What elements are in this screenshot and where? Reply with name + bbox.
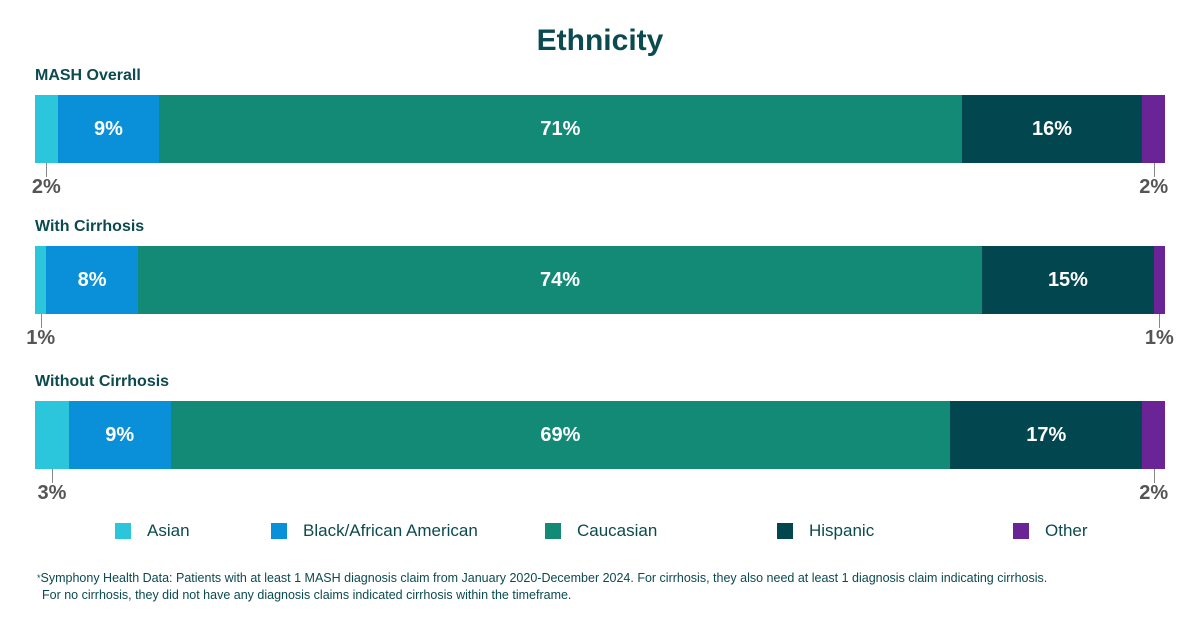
footnote-marker: * [37,573,41,583]
callout-leader [46,163,48,177]
footnote-line-2: For no cirrhosis, they did not have any … [42,588,572,602]
bar-segment-black-african-american-with-cirrhosis: 8% [46,246,138,314]
data-label: 9% [105,423,135,446]
bar-segment-caucasian-mash-overall: 71% [159,95,962,163]
callout-leader [51,469,53,483]
chart-title: Ethnicity [536,24,664,57]
bar-segment-black-african-american-mash-overall: 9% [57,95,160,163]
row-label-with-cirrhosis: With Cirrhosis [35,218,145,235]
stacked-bar-without-cirrhosis: 9% 69% 17% [35,401,1165,469]
row-label-without-cirrhosis: Without Cirrhosis [35,373,170,390]
data-label-callout-other: 2% [1139,482,1169,504]
bar-segment-other-mash-overall [1142,95,1165,163]
legend-swatch [777,523,793,539]
legend-label: Hispanic [809,521,875,540]
data-label: 71% [540,117,581,140]
callout-leader [1153,163,1155,177]
legend-label: Asian [147,521,190,540]
data-label-callout-other: 1% [1144,327,1174,349]
legend-item-hispanic: Hispanic [777,521,874,541]
data-label-callout-asian: 2% [31,176,61,198]
bar-segment-asian-mash-overall [35,95,58,163]
bar-segment-other-with-cirrhosis [1153,246,1165,314]
callout-leader [1159,314,1161,328]
legend-swatch [115,523,131,539]
stacked-bar-mash-overall: 9% 71% 16% [35,95,1165,163]
legend-label: Caucasian [577,521,658,540]
bar-segment-asian-without-cirrhosis [35,401,69,469]
legend-item-asian: Asian [115,521,190,541]
data-label: 69% [540,423,581,446]
legend-label: Black/African American [303,521,478,540]
callout-leader [1153,469,1155,483]
data-label: 74% [540,268,581,291]
legend-swatch [1013,523,1029,539]
data-label-callout-asian: 3% [37,482,67,504]
data-label: 9% [93,117,123,140]
data-label: 15% [1047,268,1088,291]
data-label: 17% [1026,423,1067,446]
row-label-mash-overall: MASH Overall [35,67,141,84]
legend: Asian Black/African American Caucasian Hisp… [0,521,1200,545]
footnote: *Symphony Health Data: Patients with at … [37,570,1167,604]
bar-segment-hispanic-without-cirrhosis: 17% [950,401,1143,469]
bar-segment-black-african-american-without-cirrhosis: 9% [68,401,171,469]
data-label: 8% [77,268,107,291]
legend-swatch [271,523,287,539]
bar-segment-caucasian-with-cirrhosis: 74% [137,246,983,314]
legend-item-black-african-american: Black/African American [271,521,478,541]
legend-item-other: Other [1013,521,1088,541]
bar-segment-hispanic-with-cirrhosis: 15% [982,246,1154,314]
footnote-text-1: Symphony Health Data: Patients with at l… [40,571,1048,585]
legend-swatch [545,523,561,539]
legend-label: Other [1045,521,1088,540]
callout-leader [40,314,42,328]
legend-item-caucasian: Caucasian [545,521,657,541]
data-label-callout-asian: 1% [26,327,56,349]
data-label-callout-other: 2% [1139,176,1169,198]
data-label: 16% [1031,117,1072,140]
bar-segment-asian-with-cirrhosis [35,246,47,314]
bar-segment-hispanic-mash-overall: 16% [961,95,1143,163]
bar-segment-caucasian-without-cirrhosis: 69% [170,401,951,469]
stacked-bar-with-cirrhosis: 8% 74% 15% [35,246,1165,314]
bar-segment-other-without-cirrhosis [1142,401,1165,469]
footnote-line-1: *Symphony Health Data: Patients with at … [37,570,1167,587]
